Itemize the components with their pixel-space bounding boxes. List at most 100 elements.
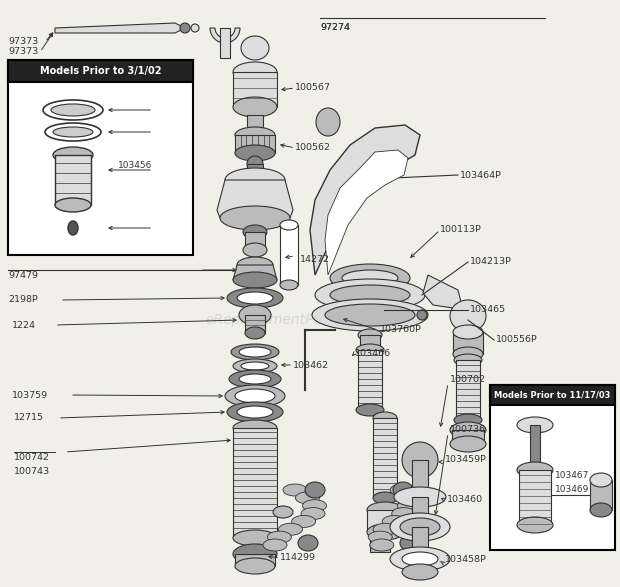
- Ellipse shape: [273, 506, 293, 518]
- Ellipse shape: [298, 535, 318, 551]
- Ellipse shape: [305, 482, 325, 498]
- Bar: [360, 335, 380, 347]
- Ellipse shape: [390, 484, 414, 496]
- Bar: [245, 232, 265, 250]
- Text: 103464P: 103464P: [460, 170, 502, 180]
- Bar: [590, 480, 612, 510]
- Text: 97373: 97373: [8, 48, 38, 56]
- Polygon shape: [325, 150, 408, 275]
- Ellipse shape: [342, 270, 398, 286]
- Bar: [490, 385, 615, 405]
- Bar: [235, 554, 275, 566]
- Ellipse shape: [51, 104, 95, 116]
- Text: 97274: 97274: [320, 23, 350, 32]
- Ellipse shape: [367, 524, 403, 540]
- Ellipse shape: [330, 285, 410, 305]
- Bar: [519, 470, 551, 525]
- Ellipse shape: [233, 97, 277, 117]
- Ellipse shape: [225, 168, 285, 192]
- Ellipse shape: [316, 108, 340, 136]
- Bar: [55, 155, 91, 205]
- Text: Models Prior to 11/17/03: Models Prior to 11/17/03: [494, 390, 611, 400]
- Text: 12715: 12715: [14, 413, 44, 423]
- Ellipse shape: [180, 23, 190, 33]
- Ellipse shape: [590, 503, 612, 517]
- Ellipse shape: [233, 62, 277, 82]
- Text: 103462: 103462: [293, 360, 329, 369]
- Ellipse shape: [390, 513, 450, 541]
- Bar: [530, 425, 540, 515]
- Ellipse shape: [239, 374, 271, 384]
- Polygon shape: [233, 265, 277, 280]
- Ellipse shape: [392, 508, 416, 519]
- Ellipse shape: [330, 264, 410, 292]
- Ellipse shape: [454, 354, 482, 366]
- Ellipse shape: [312, 299, 428, 331]
- Ellipse shape: [450, 300, 486, 332]
- Text: 104213P: 104213P: [470, 258, 512, 266]
- Bar: [412, 527, 428, 559]
- Text: 103465: 103465: [470, 305, 506, 315]
- Text: 103459P: 103459P: [445, 456, 487, 464]
- Text: 103458P: 103458P: [445, 555, 487, 565]
- Ellipse shape: [237, 292, 273, 304]
- Ellipse shape: [45, 123, 101, 141]
- Ellipse shape: [280, 280, 298, 290]
- Ellipse shape: [239, 347, 271, 357]
- Polygon shape: [310, 125, 420, 275]
- Text: 103456: 103456: [118, 160, 153, 170]
- Ellipse shape: [43, 100, 103, 120]
- Text: 2198P: 2198P: [8, 295, 38, 305]
- Bar: [235, 135, 275, 153]
- Polygon shape: [210, 28, 240, 43]
- Ellipse shape: [235, 145, 275, 161]
- Ellipse shape: [383, 515, 406, 528]
- Text: 97479: 97479: [8, 272, 38, 281]
- Ellipse shape: [370, 539, 394, 551]
- Ellipse shape: [239, 305, 271, 325]
- Ellipse shape: [393, 482, 413, 498]
- Text: 100567: 100567: [295, 83, 331, 93]
- Ellipse shape: [373, 492, 397, 504]
- Text: 100742: 100742: [14, 454, 50, 463]
- Ellipse shape: [280, 220, 298, 230]
- Ellipse shape: [370, 540, 390, 550]
- Text: 103469: 103469: [555, 485, 590, 494]
- Ellipse shape: [55, 198, 91, 212]
- Ellipse shape: [237, 257, 273, 273]
- Bar: [367, 510, 403, 532]
- Ellipse shape: [191, 24, 199, 32]
- Ellipse shape: [53, 127, 93, 137]
- Bar: [452, 430, 484, 444]
- Ellipse shape: [373, 412, 397, 424]
- Ellipse shape: [53, 147, 93, 163]
- Ellipse shape: [590, 473, 612, 487]
- Text: 1224: 1224: [12, 321, 36, 329]
- Ellipse shape: [453, 347, 483, 361]
- Ellipse shape: [368, 531, 392, 543]
- Ellipse shape: [402, 552, 438, 566]
- Text: Models Prior to 3/1/02: Models Prior to 3/1/02: [40, 66, 161, 76]
- Text: eReplacementParts.com: eReplacementParts.com: [205, 313, 374, 327]
- Bar: [412, 497, 428, 525]
- Ellipse shape: [267, 531, 291, 543]
- Ellipse shape: [517, 417, 553, 433]
- Ellipse shape: [241, 36, 269, 60]
- Ellipse shape: [397, 500, 422, 512]
- Ellipse shape: [245, 327, 265, 339]
- Ellipse shape: [235, 558, 275, 574]
- Ellipse shape: [402, 442, 438, 478]
- Text: 97373: 97373: [8, 38, 38, 46]
- Ellipse shape: [517, 462, 553, 478]
- Ellipse shape: [400, 535, 420, 551]
- Text: 103466: 103466: [355, 349, 391, 357]
- Text: 97274: 97274: [320, 23, 350, 32]
- Ellipse shape: [400, 518, 440, 536]
- Ellipse shape: [397, 492, 421, 504]
- Bar: [220, 28, 230, 58]
- Polygon shape: [55, 23, 185, 33]
- Ellipse shape: [233, 530, 277, 546]
- Bar: [8, 60, 193, 255]
- Ellipse shape: [68, 221, 78, 235]
- Text: 100736: 100736: [450, 426, 486, 434]
